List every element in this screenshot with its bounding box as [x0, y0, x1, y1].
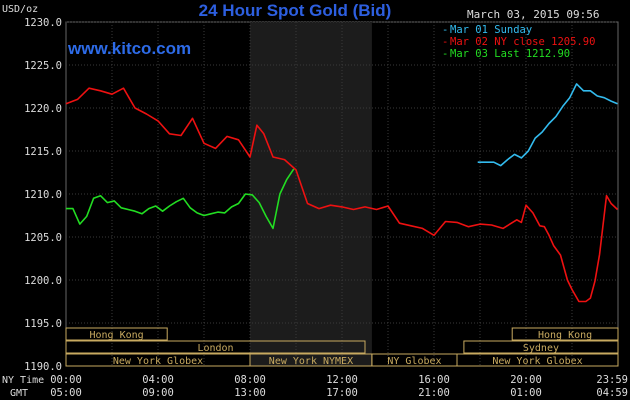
x-tick-ny: 20:00: [510, 374, 542, 386]
x-tick-gmt: 13:00: [234, 387, 266, 399]
series-line-1: [65, 87, 619, 303]
session-label: NY Globex: [387, 356, 441, 367]
x-axis-ticks: 00:00 04:00 08:00 12:00 16:00 20:00 23:59 05:00…: [50, 374, 628, 399]
series-line-0: [477, 83, 618, 167]
y-tick-label: 1195.0: [24, 318, 62, 330]
trading-sessions: Hong Kong Hong Kong London Sydney New York G…: [65, 327, 619, 367]
y-tick-label: 1200.0: [24, 275, 62, 287]
x-tick-gmt: 09:00: [142, 387, 174, 399]
price-series: [65, 83, 619, 303]
chart-title: 24 Hour Spot Gold (Bid): [199, 1, 392, 20]
x-tick-gmt: 17:00: [326, 387, 358, 399]
timestamp: March 03, 2015 09:56: [467, 8, 599, 21]
x-tick-gmt: 21:00: [418, 387, 450, 399]
gmt-row-label: GMT: [10, 388, 28, 399]
series-line-2: [66, 168, 295, 230]
session-bar: [463, 340, 619, 354]
y-axis-ticks: 1230.0 1225.0 1220.0 1215.0 1210.0 1205.0 1200…: [24, 17, 62, 373]
legend-item-mar03: Mar 03 Last 1212.90: [450, 48, 570, 60]
y-unit-label: USD/oz: [2, 4, 38, 15]
y-tick-label: 1225.0: [24, 60, 62, 72]
x-tick-ny: 00:00: [50, 374, 82, 386]
x-tick-ny: 16:00: [418, 374, 450, 386]
ny-time-row-label: NY Time: [2, 375, 44, 386]
site-watermark: www.kitco.com: [67, 39, 191, 58]
session-bar: [65, 340, 366, 354]
y-tick-label: 1220.0: [24, 103, 62, 115]
legend-marker-mar03: -: [442, 48, 448, 60]
x-tick-gmt: 04:59: [596, 387, 628, 399]
session-label: New York NYMEX: [269, 356, 353, 367]
nymex-shaded-region: [250, 22, 372, 366]
session-bar: [456, 353, 619, 367]
x-tick-ny: 04:00: [142, 374, 174, 386]
session-label: London: [197, 343, 233, 354]
session-label: New York Globex: [113, 356, 203, 367]
session-bar: [65, 327, 168, 341]
session-label: Hong Kong: [90, 330, 144, 341]
legend-item-mar01: Mar 01 Sunday: [450, 24, 532, 36]
x-tick-gmt: 01:00: [510, 387, 542, 399]
session-label: Sydney: [523, 343, 559, 354]
legend-item-mar02: Mar 02 NY close 1205.90: [450, 36, 595, 48]
session-label: New York Globex: [492, 356, 582, 367]
x-tick-ny: 12:00: [326, 374, 358, 386]
x-tick-gmt: 05:00: [50, 387, 82, 399]
legend-marker-mar02: -: [442, 36, 448, 48]
session-label: Hong Kong: [538, 330, 592, 341]
legend: Mar 01 Sunday Mar 02 NY close 1205.90 Ma…: [442, 24, 595, 60]
x-tick-ny: 08:00: [234, 374, 266, 386]
session-bar: [511, 327, 619, 341]
x-tick-ny: 23:59: [596, 374, 628, 386]
y-tick-label: 1205.0: [24, 232, 62, 244]
y-tick-label: 1190.0: [24, 361, 62, 373]
legend-marker-mar01: -: [442, 24, 448, 36]
y-tick-label: 1215.0: [24, 146, 62, 158]
y-tick-label: 1230.0: [24, 17, 62, 29]
y-tick-label: 1210.0: [24, 189, 62, 201]
